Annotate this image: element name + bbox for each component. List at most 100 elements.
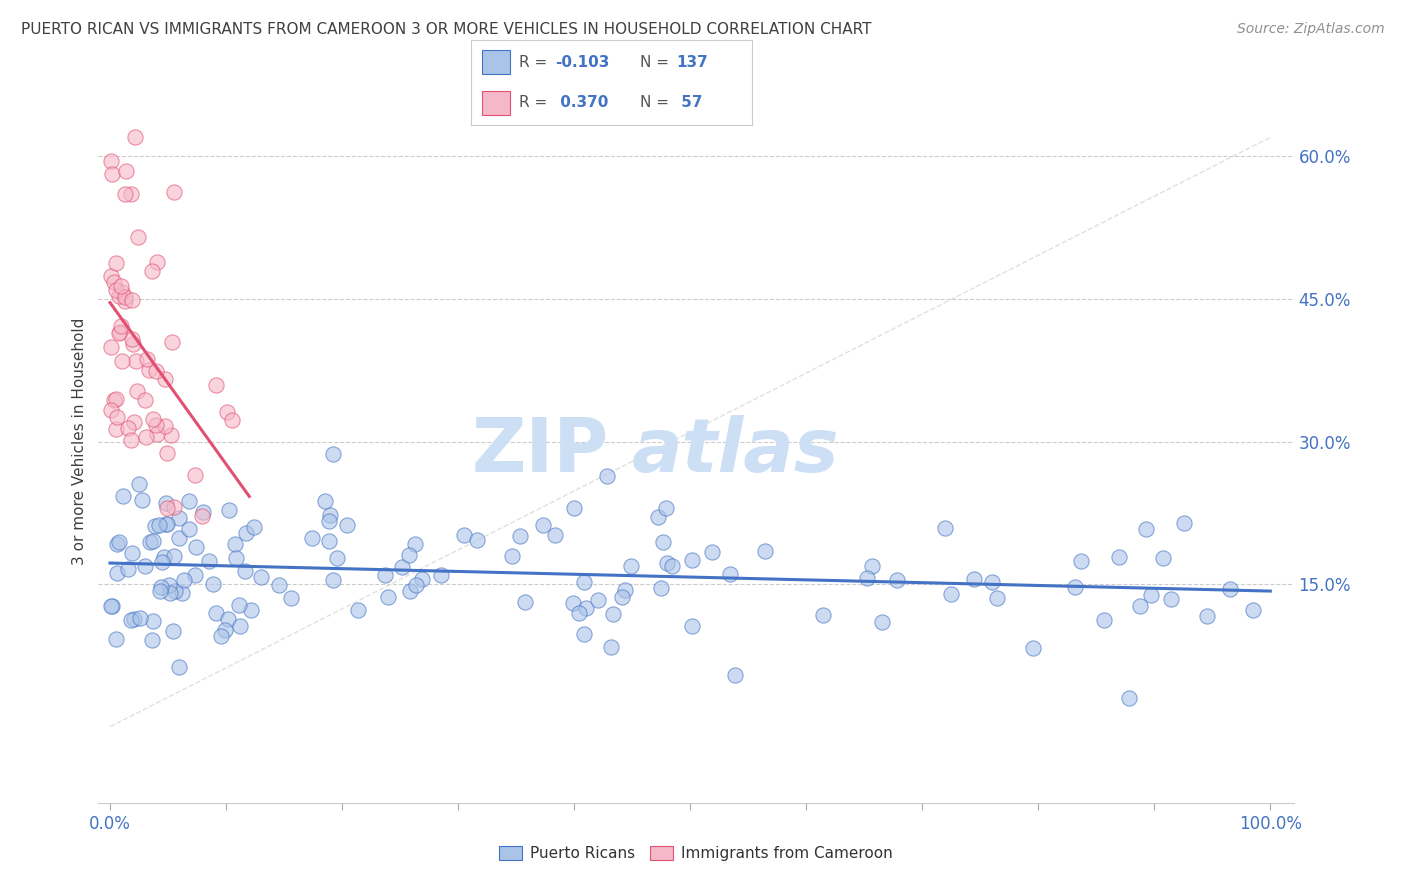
- Point: [100, 403, 122, 417]
- Point: [225, 550, 247, 565]
- Point: [108, 534, 131, 549]
- Point: [128, 477, 150, 491]
- Point: [162, 500, 184, 514]
- Text: ZIP: ZIP: [471, 415, 609, 488]
- Point: [170, 586, 193, 600]
- Point: [347, 603, 370, 617]
- Point: [228, 598, 250, 612]
- Point: [718, 566, 741, 581]
- Point: [124, 130, 146, 145]
- Point: [391, 560, 413, 574]
- Point: [131, 493, 153, 508]
- Point: [105, 422, 128, 436]
- Point: [655, 500, 678, 515]
- Point: [120, 187, 142, 202]
- Point: [124, 612, 146, 626]
- Point: [575, 600, 598, 615]
- Point: [136, 352, 159, 367]
- Point: [233, 565, 256, 579]
- Text: 137: 137: [676, 54, 709, 70]
- Point: [134, 558, 156, 573]
- Point: [100, 599, 122, 613]
- Text: -0.103: -0.103: [555, 54, 610, 70]
- Point: [184, 467, 207, 482]
- Point: [544, 527, 567, 541]
- Point: [239, 603, 262, 617]
- Point: [467, 533, 489, 548]
- Point: [125, 354, 148, 368]
- Point: [125, 384, 148, 398]
- Point: [156, 517, 179, 532]
- Point: [173, 574, 195, 588]
- Point: [980, 574, 1002, 589]
- Point: [163, 583, 186, 598]
- Point: [141, 264, 163, 278]
- Point: [224, 537, 246, 551]
- Point: [114, 293, 136, 308]
- Point: [177, 493, 200, 508]
- Point: [228, 619, 250, 633]
- Point: [142, 615, 165, 629]
- Point: [162, 624, 184, 638]
- Point: [319, 508, 342, 522]
- Point: [1070, 554, 1092, 568]
- Point: [101, 599, 124, 614]
- Point: [939, 587, 962, 601]
- Point: [105, 537, 128, 551]
- Text: PUERTO RICAN VS IMMIGRANTS FROM CAMEROON 3 OR MORE VEHICLES IN HOUSEHOLD CORRELA: PUERTO RICAN VS IMMIGRANTS FROM CAMEROON…: [21, 22, 872, 37]
- Point: [1135, 522, 1157, 536]
- Point: [280, 591, 302, 606]
- Point: [111, 285, 134, 300]
- Point: [193, 505, 215, 519]
- Point: [134, 393, 156, 408]
- Point: [1173, 516, 1195, 531]
- Point: [101, 167, 124, 181]
- Point: [110, 278, 132, 293]
- Point: [647, 510, 669, 524]
- Point: [612, 590, 634, 604]
- Point: [139, 535, 162, 549]
- Point: [149, 584, 172, 599]
- Point: [1219, 582, 1241, 596]
- Point: [243, 520, 266, 534]
- Point: [108, 289, 131, 303]
- Point: [326, 551, 349, 566]
- Point: [1063, 580, 1085, 594]
- Point: [104, 392, 127, 406]
- Text: 0.370: 0.370: [555, 95, 609, 111]
- Point: [146, 426, 169, 441]
- Point: [1129, 599, 1152, 614]
- Point: [121, 546, 143, 560]
- Point: [110, 353, 132, 368]
- Point: [121, 433, 143, 447]
- Point: [153, 419, 176, 434]
- Text: N =: N =: [640, 95, 673, 111]
- Point: [404, 537, 426, 551]
- Bar: [482, 91, 510, 115]
- Point: [145, 417, 167, 432]
- Point: [204, 606, 226, 620]
- Point: [129, 610, 152, 624]
- Point: [398, 548, 420, 562]
- Point: [100, 268, 122, 283]
- Point: [322, 573, 344, 587]
- Point: [159, 586, 181, 600]
- Point: [681, 553, 703, 567]
- Point: [120, 613, 142, 627]
- Point: [215, 405, 238, 419]
- Point: [1241, 603, 1264, 617]
- Legend: Puerto Ricans, Immigrants from Cameroon: Puerto Ricans, Immigrants from Cameroon: [494, 840, 898, 867]
- Point: [572, 575, 595, 590]
- Point: [620, 559, 643, 574]
- Point: [513, 595, 536, 609]
- Point: [105, 566, 128, 580]
- Text: R =: R =: [519, 95, 553, 111]
- Point: [661, 558, 683, 573]
- Point: [1160, 592, 1182, 607]
- Point: [105, 255, 128, 269]
- Point: [162, 335, 184, 350]
- Point: [614, 582, 637, 597]
- Bar: [482, 50, 510, 74]
- Point: [156, 501, 179, 516]
- Text: Source: ZipAtlas.com: Source: ZipAtlas.com: [1237, 22, 1385, 37]
